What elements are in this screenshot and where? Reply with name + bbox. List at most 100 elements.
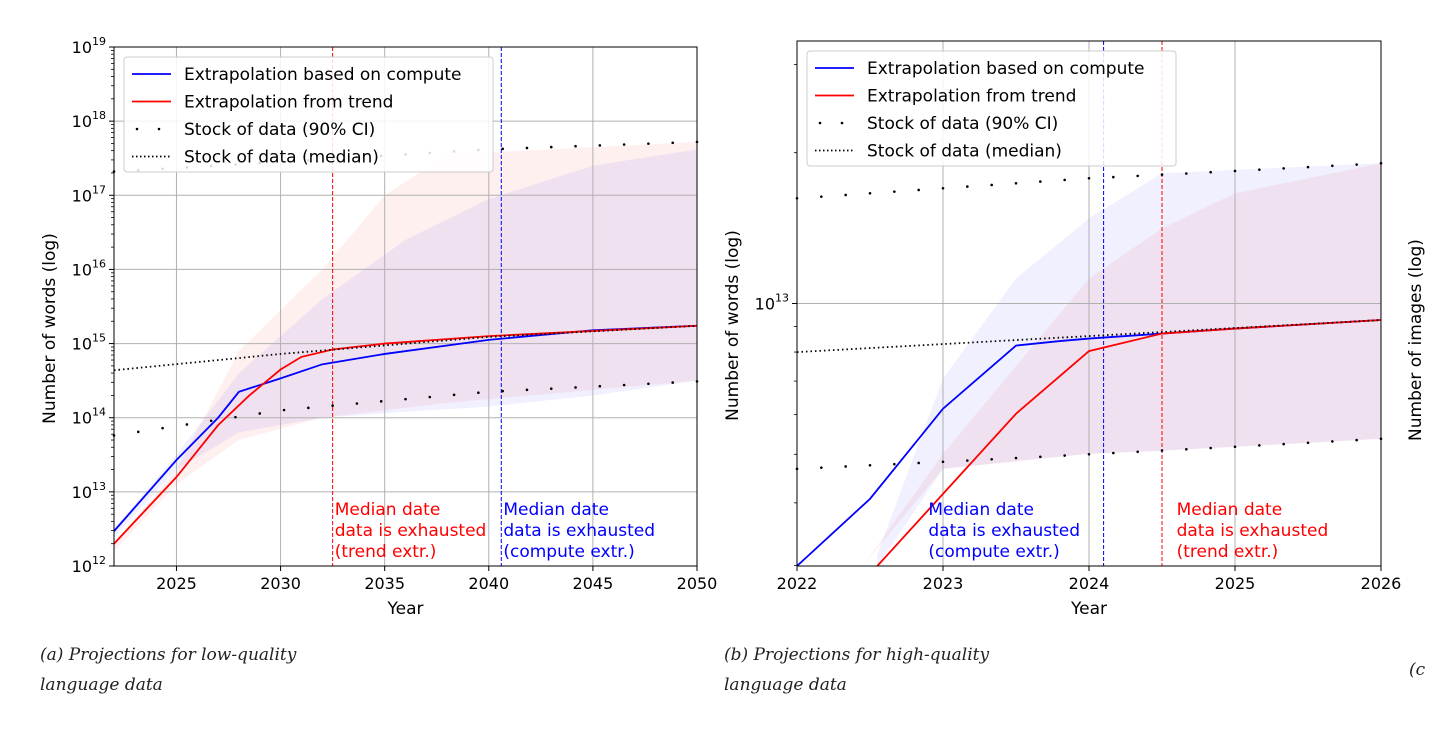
legend-label: Stock of data (median) xyxy=(184,148,379,168)
ci-lower-dot xyxy=(868,464,872,467)
trend-band xyxy=(862,163,1381,566)
legend-ci-swatch xyxy=(157,127,161,131)
x-axis-label: Year xyxy=(1070,599,1107,619)
y-tick-label: 1014 xyxy=(72,406,106,428)
ci-lower-dot xyxy=(1112,451,1115,455)
legend-label: Stock of data (90% CI) xyxy=(867,114,1058,134)
chart-a: 2025 2030 2035 2040 2045 2050 1012 1013 1014 1015… xyxy=(40,35,717,619)
x-tick-label: 2025 xyxy=(156,574,197,593)
ci-upper-dot xyxy=(1233,169,1237,173)
ci-upper-dot xyxy=(1282,167,1285,170)
ci-lower-dot xyxy=(574,386,577,389)
ci-lower-dot xyxy=(525,388,529,392)
ci-lower-dot xyxy=(820,466,823,469)
y-tick-label: 1015 xyxy=(72,332,106,354)
ci-lower-dot xyxy=(1136,450,1139,454)
caption-a: (a) Projections for low-quality language… xyxy=(40,640,296,700)
ci-lower-dot xyxy=(161,426,164,430)
ci-lower-dot xyxy=(501,389,504,393)
legend-label: Extrapolation from trend xyxy=(184,93,393,113)
ci-lower-dot xyxy=(1209,446,1212,450)
ci-lower-dot xyxy=(671,381,675,384)
ci-lower-dot xyxy=(1355,438,1358,442)
ci-lower-dot xyxy=(622,383,626,387)
ci-upper-dot xyxy=(622,143,626,146)
ci-lower-dot xyxy=(1233,445,1237,449)
ci-upper-dot xyxy=(598,144,602,147)
ci-lower-dot xyxy=(1258,444,1261,447)
ci-lower-dot xyxy=(1087,452,1091,456)
exhaustion-annotation: Median date data is exhausted (trend extr.… xyxy=(1177,500,1329,562)
x-tick-label: 2050 xyxy=(677,574,718,593)
ci-upper-dot xyxy=(990,183,993,187)
exhaustion-annotation: Median date data is exhausted (trend extr.… xyxy=(335,500,487,562)
ci-lower-dot xyxy=(379,400,383,403)
ci-lower-dot xyxy=(966,459,969,462)
ci-lower-dot xyxy=(1306,441,1310,445)
ci-upper-dot xyxy=(917,188,920,192)
ci-upper-dot xyxy=(671,141,675,145)
legend-label: Extrapolation based on compute xyxy=(867,59,1144,79)
ci-upper-dot xyxy=(1306,165,1310,169)
ci-upper-dot xyxy=(1258,168,1261,171)
compute-band xyxy=(877,163,1381,566)
compute-line xyxy=(113,324,698,532)
ci-upper-dot xyxy=(1160,173,1164,176)
ci-upper-dot xyxy=(1209,170,1212,174)
caption-b: (b) Projections for high-quality languag… xyxy=(724,640,989,700)
ci-upper-dot xyxy=(574,144,577,148)
trend-band xyxy=(114,141,697,552)
ci-lower-dot xyxy=(282,408,286,412)
ci-upper-dot xyxy=(525,146,529,150)
ci-lower-dot xyxy=(917,461,920,465)
y-tick-label: 1012 xyxy=(72,554,106,576)
ci-lower-dot xyxy=(209,419,213,423)
ci-lower-dot xyxy=(844,465,847,468)
ci-upper-dot xyxy=(1355,163,1358,166)
legend-label: Stock of data (median) xyxy=(867,142,1062,162)
ci-lower-dot xyxy=(1160,449,1164,452)
ci-lower-dot xyxy=(941,460,945,464)
ci-upper-dot xyxy=(1014,181,1018,185)
y-axis-label-right: Number of images (log) xyxy=(1406,239,1426,441)
y-tick-label: 1016 xyxy=(72,257,106,279)
ci-lower-dot xyxy=(647,382,650,386)
x-tick-label: 2035 xyxy=(364,574,405,593)
legend-label: Stock of data (90% CI) xyxy=(184,120,375,140)
ci-upper-dot xyxy=(1185,172,1188,175)
ci-upper-dot xyxy=(549,145,553,149)
x-tick-label: 2040 xyxy=(468,574,509,593)
caption-a-line1: (a) Projections for low-quality xyxy=(40,645,297,665)
x-tick-label: 2026 xyxy=(1361,574,1402,593)
ci-lower-dot xyxy=(404,397,407,401)
legend xyxy=(806,50,1177,167)
plot-frame xyxy=(113,46,698,567)
x-tick-label: 2045 xyxy=(573,574,614,593)
x-tick-label: 2024 xyxy=(1069,574,1110,593)
legend xyxy=(123,56,494,173)
ci-lower-dot xyxy=(1063,454,1066,457)
ci-lower-dot xyxy=(1282,442,1285,446)
x-tick-label: 2030 xyxy=(260,574,301,593)
ci-lower-dot xyxy=(549,387,553,390)
exhaustion-annotation: Median date data is exhausted (compute ext… xyxy=(928,500,1080,562)
caption-a-line2: language data xyxy=(40,675,163,695)
chart-b: 2022 2023 2024 2025 2026 1013 Median date data … xyxy=(723,40,1426,619)
x-tick-label: 2022 xyxy=(777,574,818,593)
ci-lower-dot xyxy=(990,457,993,461)
y-tick-label: 1013 xyxy=(755,292,789,314)
ci-upper-dot xyxy=(647,142,650,145)
trend-line xyxy=(113,324,698,545)
ci-upper-dot xyxy=(844,193,847,197)
caption-b-line1: (b) Projections for high-quality xyxy=(724,645,990,665)
ci-lower-dot xyxy=(331,404,334,407)
legend-ci-swatch xyxy=(840,121,844,125)
y-tick-label: 1019 xyxy=(72,35,106,57)
y-tick-label: 1017 xyxy=(72,183,106,205)
legend-label: Extrapolation based on compute xyxy=(184,65,461,85)
x-tick-label: 2023 xyxy=(923,574,964,593)
ci-upper-dot xyxy=(1136,174,1139,178)
legend-ci-swatch xyxy=(135,127,139,131)
ci-lower-dot xyxy=(1039,455,1042,459)
